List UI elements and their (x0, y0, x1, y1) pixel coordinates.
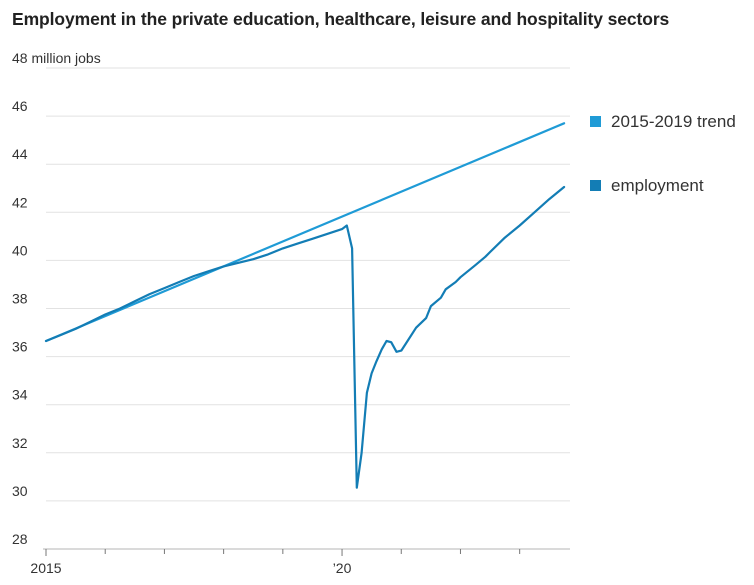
series-lines (44, 122, 566, 489)
trend-line (44, 122, 566, 343)
chart-title: Employment in the private education, hea… (12, 9, 670, 29)
y-tick-label: 40 (12, 242, 28, 258)
y-tick-label: 46 (12, 98, 28, 114)
y-tick-label: 44 (12, 146, 28, 162)
legend-swatch (590, 116, 601, 127)
y-tick-label: 42 (12, 194, 28, 210)
x-tick-label: ’20 (333, 560, 352, 576)
employment-line (44, 185, 566, 489)
y-tick-label: 30 (12, 483, 28, 499)
y-axis-labels: 28 30 32 34 36 38 40 42 44 46 48 million jobs (12, 50, 101, 547)
y-tick-label: 28 (12, 531, 28, 547)
x-tick-label: 2015 (30, 560, 61, 576)
legend-label: 2015-2019 trend (611, 112, 736, 131)
y-tick-label: 48 million jobs (12, 50, 101, 66)
legend-swatch (590, 180, 601, 191)
legend-label: employment (611, 176, 704, 195)
y-tick-label: 34 (12, 387, 28, 403)
legend: 2015-2019 trend employment (590, 112, 736, 195)
y-tick-label: 36 (12, 339, 28, 355)
x-axis: 2015 ’20 (30, 549, 521, 576)
y-tick-label: 32 (12, 435, 28, 451)
y-tick-label: 38 (12, 291, 28, 307)
